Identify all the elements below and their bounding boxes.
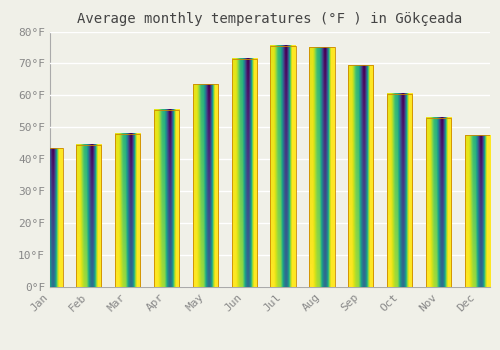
Bar (76, 145, 102, 287)
Bar (154, 110, 179, 287)
Title: Average monthly temperatures (°F ) in Gökçeada: Average monthly temperatures (°F ) in Gö… (78, 12, 462, 26)
Bar (115, 134, 140, 287)
Bar (310, 48, 334, 287)
Bar (270, 46, 295, 287)
Bar (310, 48, 334, 287)
Bar (76, 145, 102, 287)
Bar (387, 94, 412, 287)
Bar (38, 148, 62, 287)
Bar (193, 84, 218, 287)
Bar (348, 65, 374, 287)
Bar (387, 94, 412, 287)
Bar (426, 118, 451, 287)
Bar (232, 59, 257, 287)
Bar (154, 110, 179, 287)
Bar (464, 135, 490, 287)
Bar (232, 59, 257, 287)
Bar (426, 118, 451, 287)
Bar (348, 65, 374, 287)
Bar (193, 84, 218, 287)
Bar (270, 46, 295, 287)
Bar (115, 134, 140, 287)
Bar (464, 135, 490, 287)
Bar (38, 148, 62, 287)
